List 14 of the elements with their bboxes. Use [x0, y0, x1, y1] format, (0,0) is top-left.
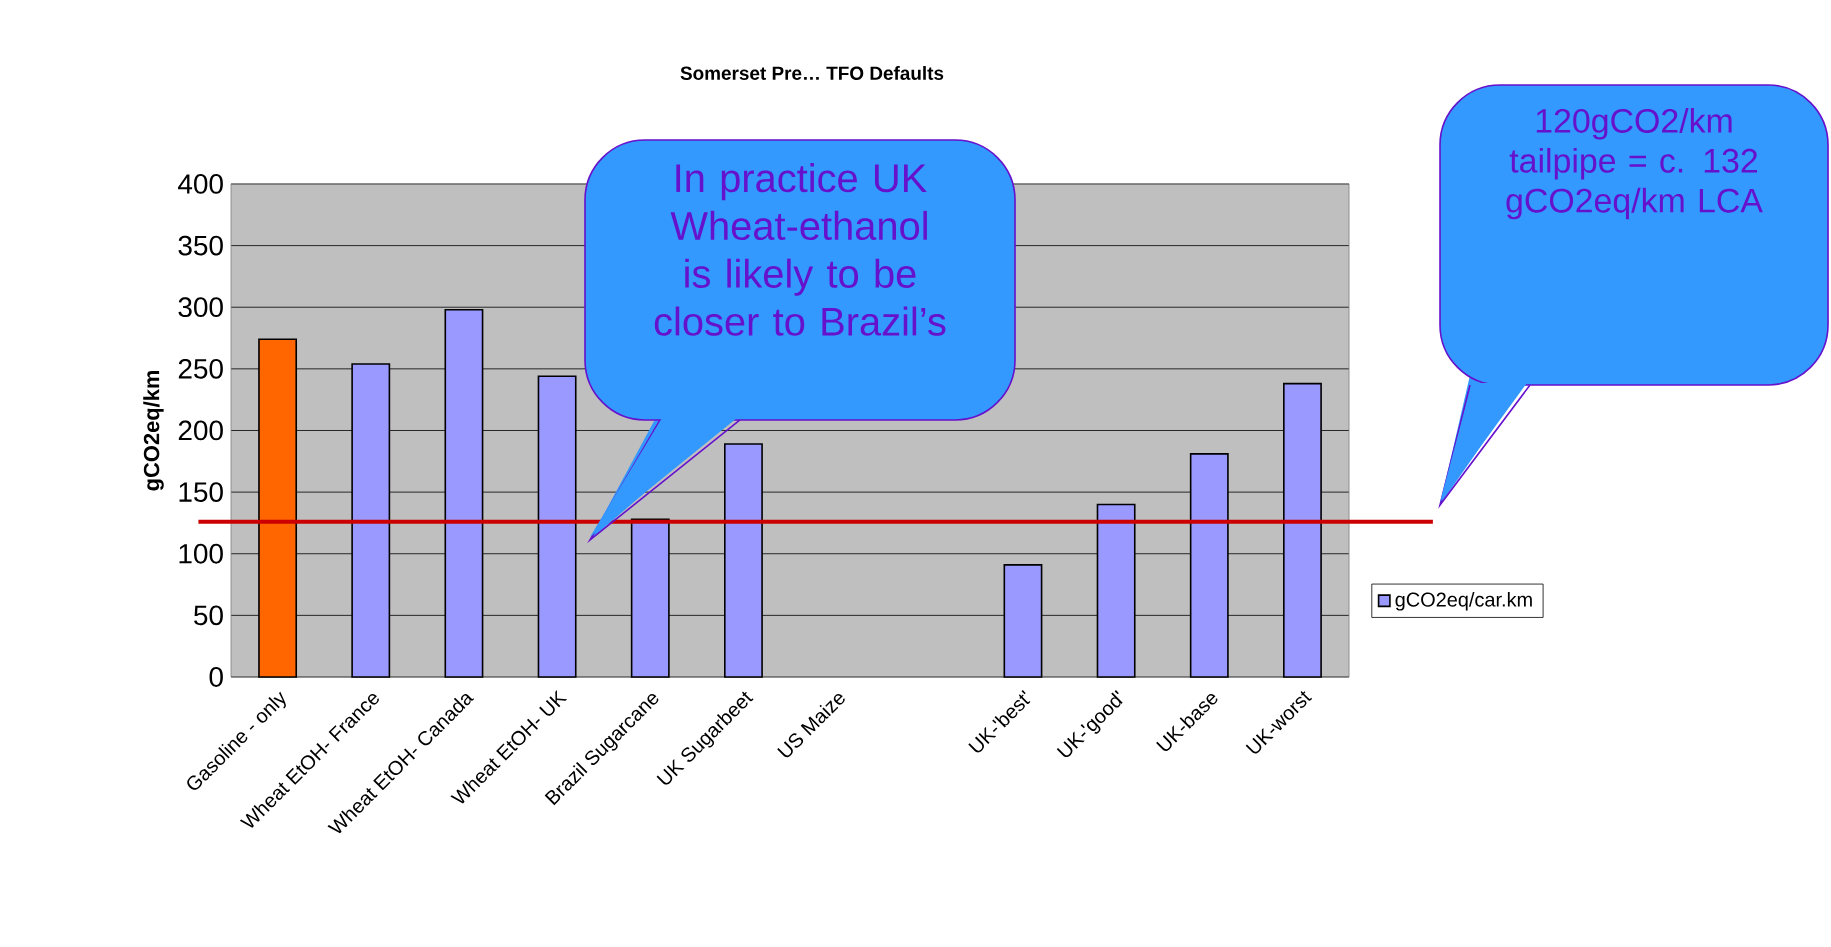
y-tick-label: 300 [178, 297, 223, 318]
y-tick-label: 50 [194, 605, 223, 626]
text: 120gCO2/km tailpipe = c. 132 gCO2eq/km LCA [1506, 108, 1763, 220]
y-tick-label: 0 [209, 667, 223, 687]
annotation: In practice UK Wheat-ethanol is likely to be closer to Brazil’s [654, 163, 946, 336]
y-tick-label: 250 [178, 358, 223, 379]
legend-label: gCO2eq/car.km [1395, 592, 1532, 611]
y-axis-title: gCO2eq/km [143, 370, 164, 491]
y-tick-label: 200 [178, 420, 223, 441]
y-tick-label: 400 [178, 174, 223, 194]
y-tick-label: 100 [179, 543, 223, 564]
y-tick-label: 150 [179, 482, 223, 502]
y-tick-label: 350 [178, 235, 223, 256]
chart-title: Somerset Pre… TFO Defaults [680, 66, 944, 80]
